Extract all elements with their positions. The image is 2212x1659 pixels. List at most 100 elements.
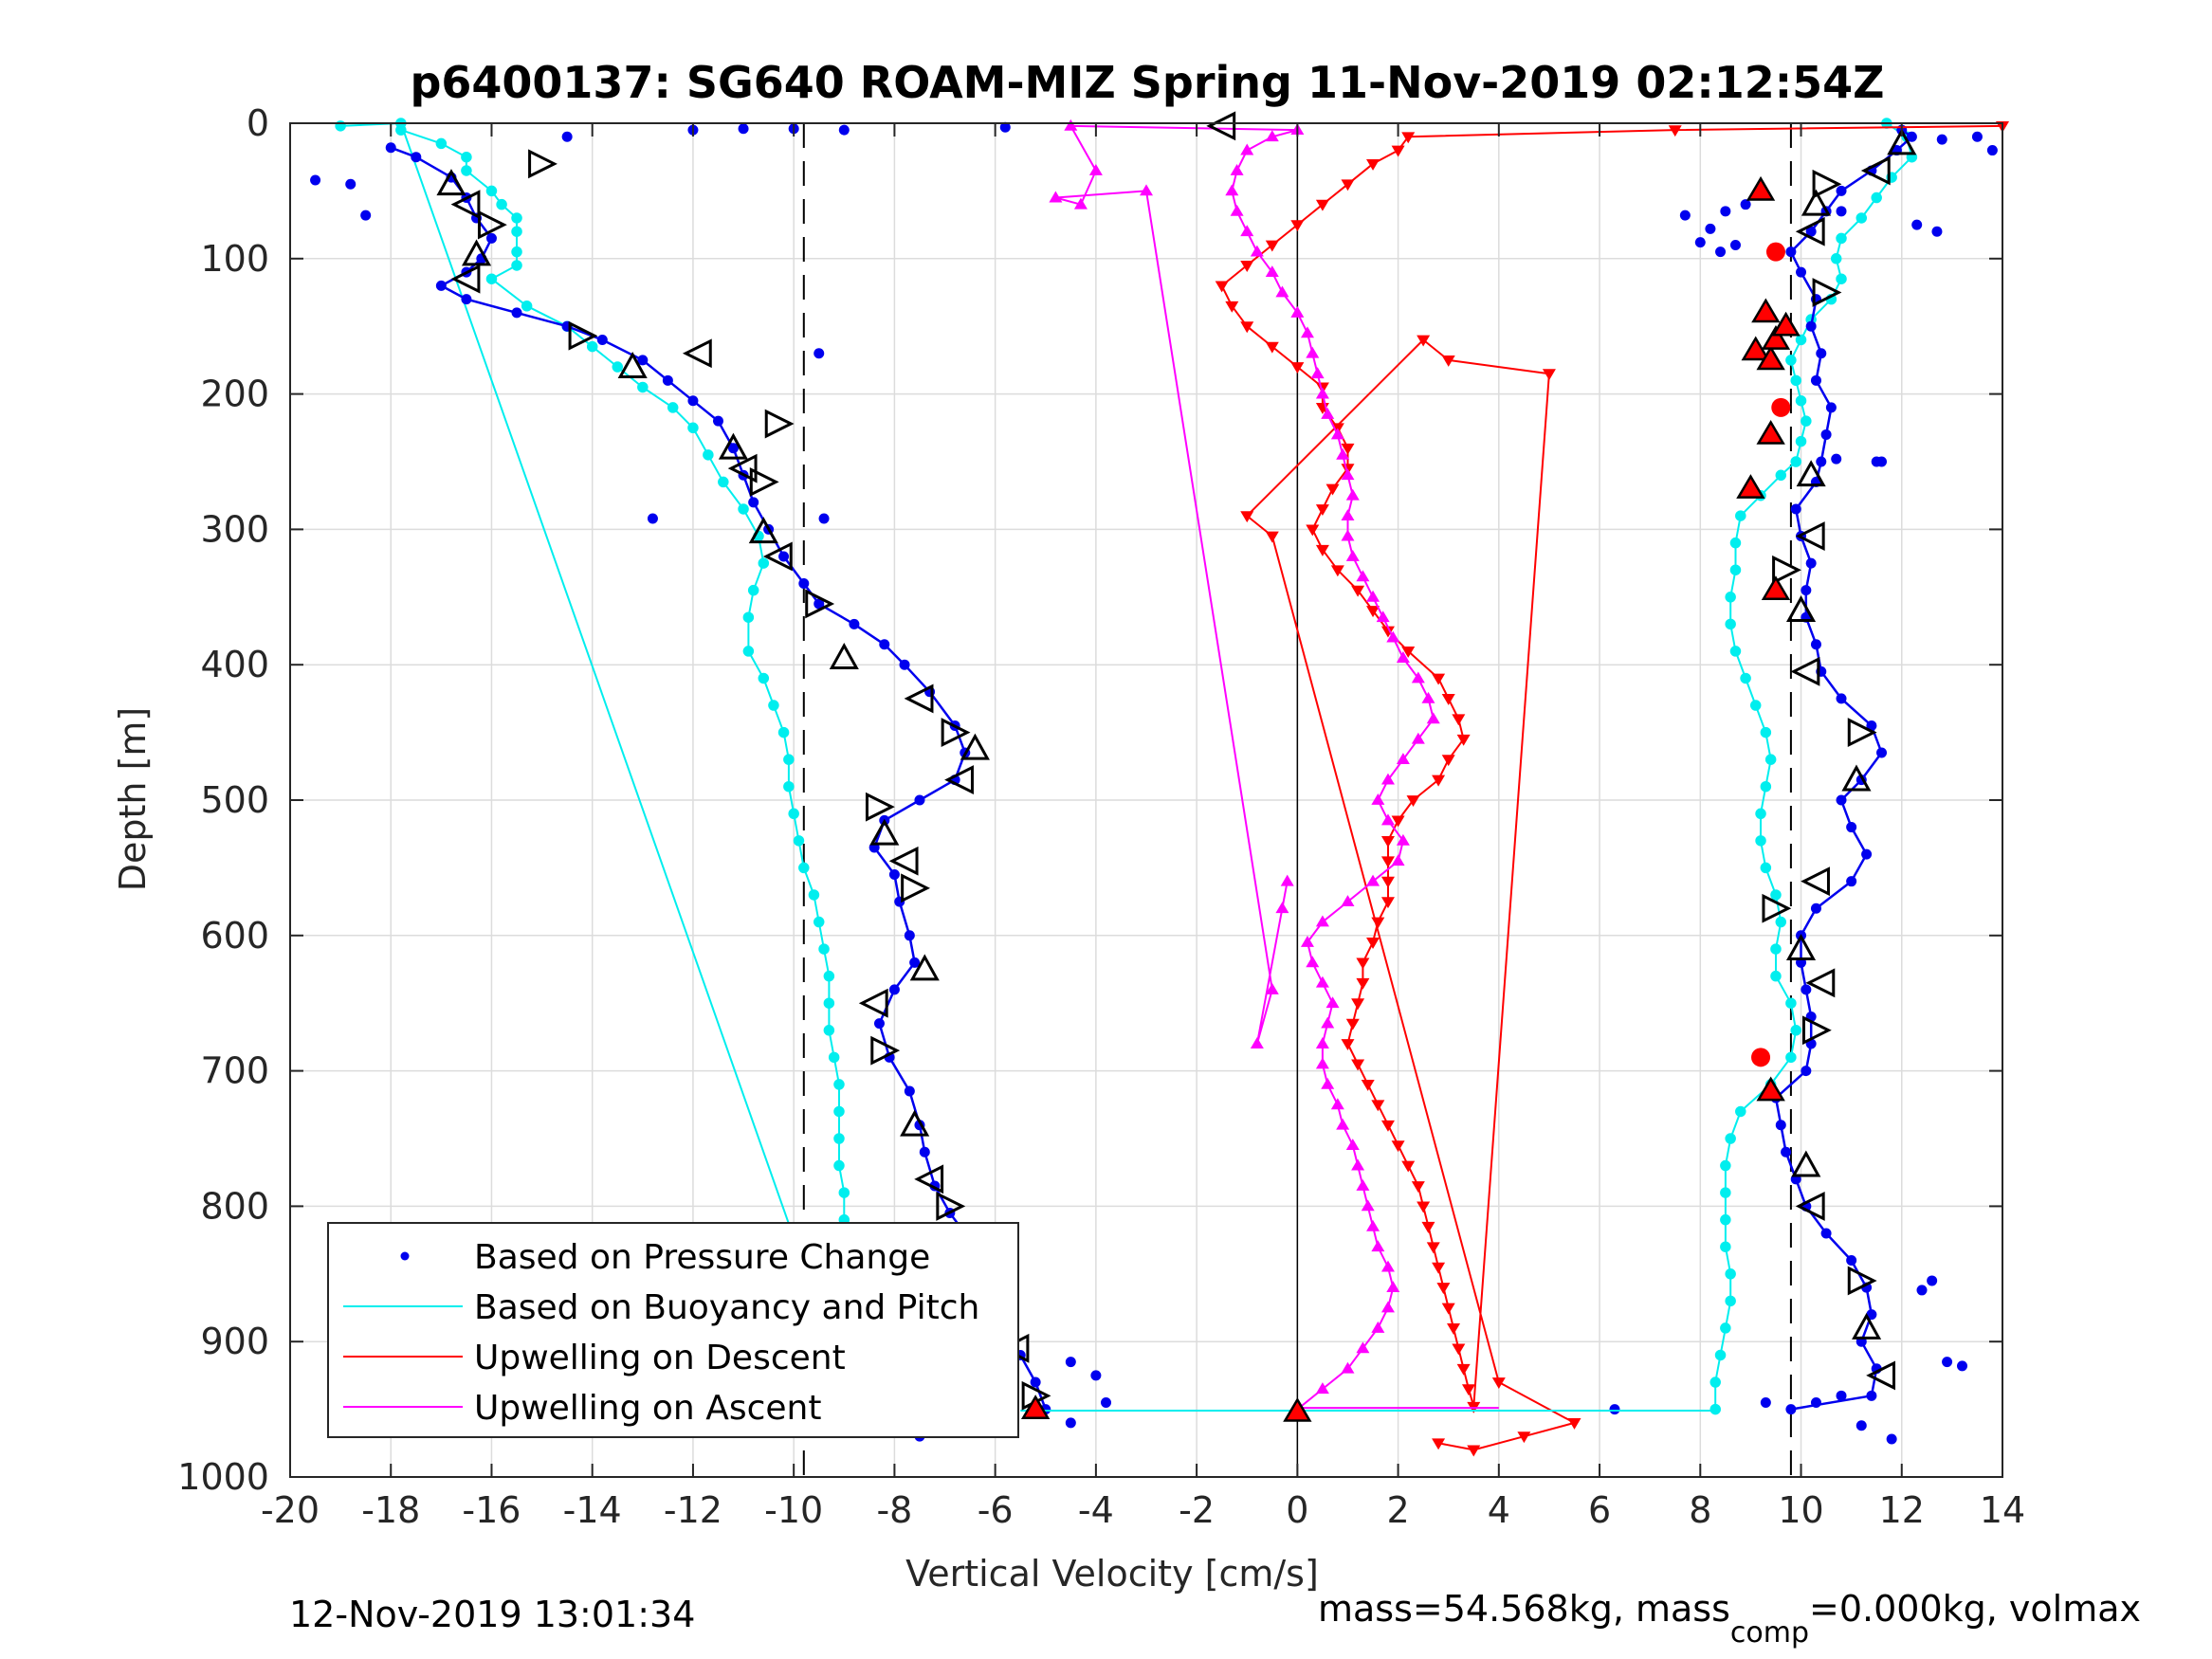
upwelling-ascent-point — [1341, 895, 1355, 906]
upwelling-ascent-point — [1321, 1077, 1335, 1089]
upwelling-ascent-point — [1230, 204, 1244, 216]
pressure-point — [1801, 984, 1812, 995]
y-tick-label: 900 — [200, 1321, 269, 1362]
buoyancy-point — [1740, 672, 1751, 684]
buoyancy-point — [742, 611, 755, 623]
pressure-point — [999, 121, 1011, 133]
buoyancy-point — [783, 780, 795, 793]
buoyancy-point — [667, 402, 679, 413]
buoyancy-point — [1770, 889, 1782, 901]
buoyancy-point — [1764, 754, 1777, 765]
buoyancy-point — [521, 301, 533, 312]
upwelling-ascent-point — [1356, 570, 1370, 582]
x-tick-label: -4 — [1078, 1489, 1114, 1531]
buoyancy-point — [511, 212, 522, 224]
pressure-point — [1801, 1066, 1812, 1077]
upwelling-descent-point — [1341, 443, 1355, 455]
upwelling-descent-point — [1417, 1201, 1431, 1213]
upwelling-ascent-point — [1275, 285, 1289, 298]
buoyancy-point — [818, 943, 830, 955]
upwelling-descent-point — [1315, 544, 1329, 556]
upwelling-ascent-point — [1411, 671, 1425, 684]
pressure-point — [1876, 747, 1888, 758]
red-triangle-marker — [1020, 1395, 1051, 1419]
apogee-marker — [727, 453, 758, 483]
upwelling-ascent-point — [1411, 732, 1425, 744]
x-tick-label: 4 — [1488, 1489, 1510, 1531]
apogee-marker — [829, 642, 859, 669]
apogee-marker — [450, 190, 481, 220]
upwelling-ascent-point — [1290, 305, 1305, 318]
x-tick-label: -14 — [563, 1489, 622, 1531]
pressure-point — [1801, 585, 1812, 596]
buoyancy-point — [828, 1051, 840, 1064]
buoyancy-point — [1749, 700, 1762, 711]
buoyancy-point — [838, 1187, 850, 1198]
upwelling-descent-point — [1441, 755, 1455, 767]
y-tick-label: 100 — [200, 238, 269, 280]
upwelling-ascent-point — [1315, 915, 1329, 927]
x-tick-label: -16 — [462, 1489, 521, 1531]
pressure-point — [1810, 1396, 1821, 1408]
apogee-marker — [682, 338, 712, 369]
upwelling-ascent-point — [1341, 509, 1355, 521]
upwelling-descent-point — [1366, 938, 1380, 949]
pressure-point — [1936, 134, 1947, 145]
upwelling-ascent-point — [1250, 245, 1264, 257]
pressure-point — [485, 232, 497, 244]
upwelling-ascent-point — [1351, 1158, 1365, 1171]
upwelling-ascent-point — [1073, 197, 1088, 210]
apogee-marker — [1791, 1150, 1821, 1177]
x-tick-label: -20 — [261, 1489, 320, 1531]
pressure-point — [873, 1018, 885, 1030]
pressure-point — [838, 124, 850, 136]
buoyancy-point — [1725, 1133, 1736, 1144]
upwelling-ascent-point — [1371, 1321, 1385, 1333]
upwelling-descent-point — [1401, 647, 1416, 658]
apogee-marker — [1785, 933, 1817, 960]
upwelling-ascent-point — [1391, 854, 1405, 866]
buoyancy-point — [1720, 1241, 1731, 1252]
buoyancy-point — [1720, 1159, 1731, 1172]
y-axis-label: Depth [m] — [112, 707, 154, 892]
upwelling-descent-point — [1215, 281, 1229, 293]
x-tick-label: 10 — [1778, 1489, 1823, 1531]
pressure-point — [1101, 1396, 1112, 1408]
apogee-marker — [900, 1109, 930, 1137]
legend-entry-upwelling-descent: Upwelling on Descent — [343, 1339, 846, 1377]
apogee-marker — [1805, 968, 1836, 998]
pressure-point — [1805, 320, 1817, 332]
buoyancy-point — [485, 273, 498, 284]
pressure-point — [360, 210, 372, 221]
apogee-marker — [1847, 718, 1877, 748]
x-tick-label: -2 — [1179, 1489, 1215, 1531]
pressure-point — [1846, 822, 1857, 833]
apogee-marker — [1866, 1360, 1896, 1391]
upwelling-ascent-point — [1366, 874, 1380, 886]
upwelling-descent-point — [1432, 775, 1446, 787]
pressure-point — [1866, 1309, 1877, 1321]
pressure-point — [1805, 226, 1817, 237]
buoyancy-point — [1795, 435, 1807, 447]
buoyancy-point — [1785, 355, 1797, 366]
upwelling-ascent-point — [1315, 1382, 1329, 1395]
red-circle-marker — [1751, 1048, 1771, 1067]
upwelling-descent-point — [1290, 362, 1305, 374]
buoyancy-point — [703, 449, 714, 461]
pressure-point — [1986, 145, 1998, 156]
upwelling-ascent-point — [1300, 935, 1314, 947]
buoyancy-point — [1735, 510, 1746, 521]
buoyancy-point — [1725, 592, 1736, 603]
pressure-point — [1825, 402, 1837, 413]
buoyancy-point — [1729, 564, 1742, 575]
upwelling-descent-point — [1345, 1018, 1360, 1030]
buoyancy-point — [758, 557, 770, 569]
red-triangle-marker — [1756, 345, 1785, 371]
upwelling-ascent-point — [1265, 982, 1279, 994]
buoyancy-point — [1775, 916, 1787, 928]
pressure-point — [879, 639, 890, 650]
pressure-point — [1805, 557, 1817, 569]
upwelling-descent-point — [1491, 1377, 1506, 1390]
buoyancy-point — [1729, 537, 1742, 549]
